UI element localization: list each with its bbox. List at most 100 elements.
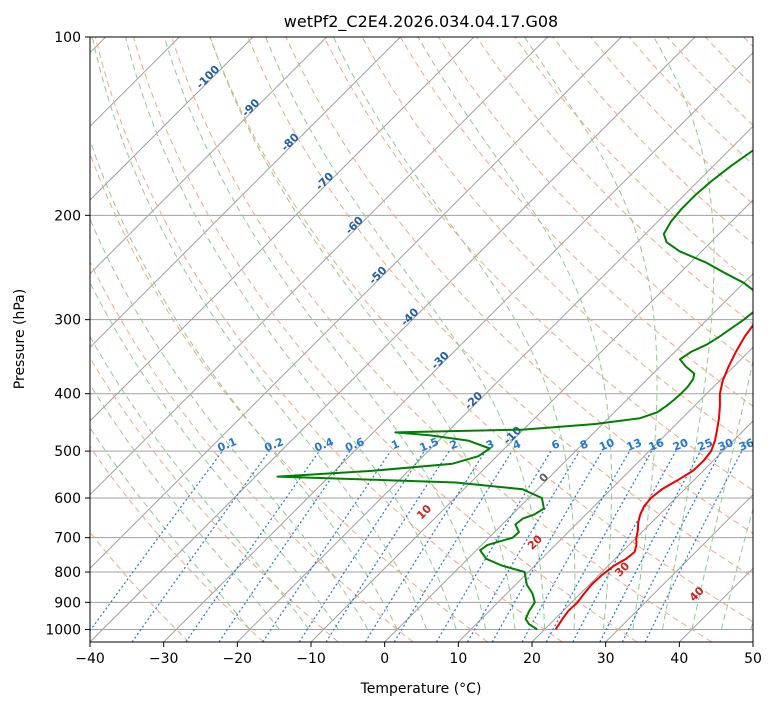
mixing-ratio-label: 2 [448, 437, 460, 452]
y-tick-label: 300 [54, 313, 81, 329]
mixing-ratio-line [131, 450, 270, 642]
mixing-ratio-label: 0.2 [262, 435, 285, 454]
mixing-ratio-label: 1 [389, 437, 401, 452]
dry-adiabat-line [90, 446, 264, 642]
moist-adiabat-label: 20 [525, 532, 545, 552]
dry-adiabat-line [132, 37, 638, 642]
mixing-ratio-label: 20 [671, 436, 690, 454]
isotherm-label: -70 [313, 170, 336, 193]
x-tick-label: −40 [75, 651, 105, 667]
x-tick-label: −30 [149, 651, 179, 667]
y-tick-label: 700 [54, 531, 81, 547]
y-tick-label: 200 [54, 208, 81, 224]
isotherm-line [90, 37, 696, 642]
temperature-line [554, 323, 753, 630]
x-tick-label: 40 [670, 651, 688, 667]
y-tick-label: 600 [54, 491, 81, 507]
mixing-ratio-line [185, 450, 320, 642]
isotherm-label: -90 [239, 96, 262, 119]
mixing-ratio-label: 0.6 [343, 435, 366, 454]
isotherm-line [90, 37, 254, 201]
isotherm-line [90, 37, 401, 349]
dry-adiabat-line [90, 531, 190, 642]
mixing-ratio-label: 16 [647, 436, 666, 454]
isotherm-line [752, 641, 753, 642]
y-tick-label: 500 [54, 444, 81, 460]
background-lines [90, 37, 753, 642]
x-axis-title: Temperature (°C) [360, 681, 482, 697]
isotherm-line [236, 125, 753, 642]
y-tick-label: 1000 [45, 622, 81, 638]
mixing-ratio-label: 10 [597, 436, 616, 454]
mixing-ratio-label: 0.1 [216, 435, 239, 454]
moist-adiabat-line [524, 37, 658, 630]
y-tick-label: 800 [54, 565, 81, 581]
dry-adiabat-line [90, 356, 339, 642]
isotherm-label: -40 [398, 305, 421, 328]
y-axis-title: Pressure (hPa) [12, 289, 28, 389]
moist-adiabat-line [90, 335, 310, 630]
y-tick-label: 400 [54, 387, 81, 403]
chart-title: wetPf2_C2E4.2026.034.04.17.G08 [284, 12, 558, 32]
mixing-ratio-label: 13 [625, 436, 644, 454]
moist-adiabat-line [90, 281, 339, 630]
moist-adiabat-line [691, 358, 753, 630]
mixing-ratio-line [572, 450, 677, 642]
isotherm-line [90, 37, 549, 496]
mixing-ratio-line [545, 450, 653, 642]
moist-adiabat-line [265, 37, 546, 630]
moist-adiabat-line [209, 37, 516, 630]
moist-adiabat-line [90, 138, 398, 630]
moist-adiabat-line [720, 506, 753, 630]
dry-adiabat-line [514, 37, 753, 285]
mixing-ratio-line [435, 450, 552, 642]
moist-adiabat-line [90, 427, 251, 630]
x-axis: −40 −30 −20 −10 0 10 20 30 40 50 [75, 642, 762, 667]
isotherm-label: -50 [366, 264, 389, 287]
x-tick-label: 30 [597, 651, 615, 667]
mixing-ratio-label: 1.5 [418, 435, 441, 454]
y-axis: 100 200 300 400 500 600 700 800 900 1000 [45, 30, 90, 638]
x-tick-label: 0 [380, 651, 389, 667]
isotherm-label: -100 [194, 63, 223, 92]
mixing-ratio-label: 36 [737, 436, 756, 454]
dry-adiabat-line [743, 37, 753, 48]
dry-adiabat-line [437, 37, 753, 366]
dry-adiabat-line [323, 37, 753, 491]
isotherm-line [531, 420, 753, 642]
isotherm-label: -60 [343, 214, 366, 237]
moist-adiabat-line [91, 37, 428, 630]
mixing-ratio-line [466, 450, 580, 642]
mixing-ratio-line [644, 450, 743, 642]
mixing-ratio-label: 30 [716, 436, 735, 454]
moist-adiabat-line [163, 37, 487, 630]
mixing-ratio-label: 3 [484, 437, 496, 452]
dry-adiabat-line [285, 37, 753, 535]
isotherm-label: -80 [279, 130, 302, 153]
mixing-ratio-label: 0.4 [312, 435, 335, 454]
isotherm-line [605, 493, 753, 642]
x-tick-label: 20 [523, 651, 541, 667]
isotherm-label: -20 [462, 389, 485, 412]
moist-adiabat-line [417, 37, 612, 630]
mixing-ratio-line [298, 450, 425, 642]
mixing-ratio-line [90, 450, 223, 632]
mixing-ratio-line [325, 450, 450, 642]
dry-adiabat-line [476, 37, 753, 325]
x-tick-label: −10 [296, 651, 326, 667]
mixing-ratio-label: 8 [578, 437, 590, 452]
mixing-ratio-line [599, 450, 702, 642]
isotherm-line [163, 51, 753, 642]
y-tick-label: 100 [54, 30, 81, 46]
moist-adiabat-label: 40 [687, 584, 707, 604]
moist-adiabat-line [90, 217, 369, 630]
dry-adiabat-line [247, 37, 753, 578]
isotherm-line [384, 272, 753, 642]
moist-adiabat-line [750, 619, 753, 630]
mixing-ratio-line [262, 450, 392, 642]
moist-adiabat-line [125, 37, 457, 630]
dry-adiabat-line [94, 37, 563, 642]
mixing-ratio-label: 6 [550, 437, 562, 452]
x-tick-label: −20 [223, 651, 253, 667]
